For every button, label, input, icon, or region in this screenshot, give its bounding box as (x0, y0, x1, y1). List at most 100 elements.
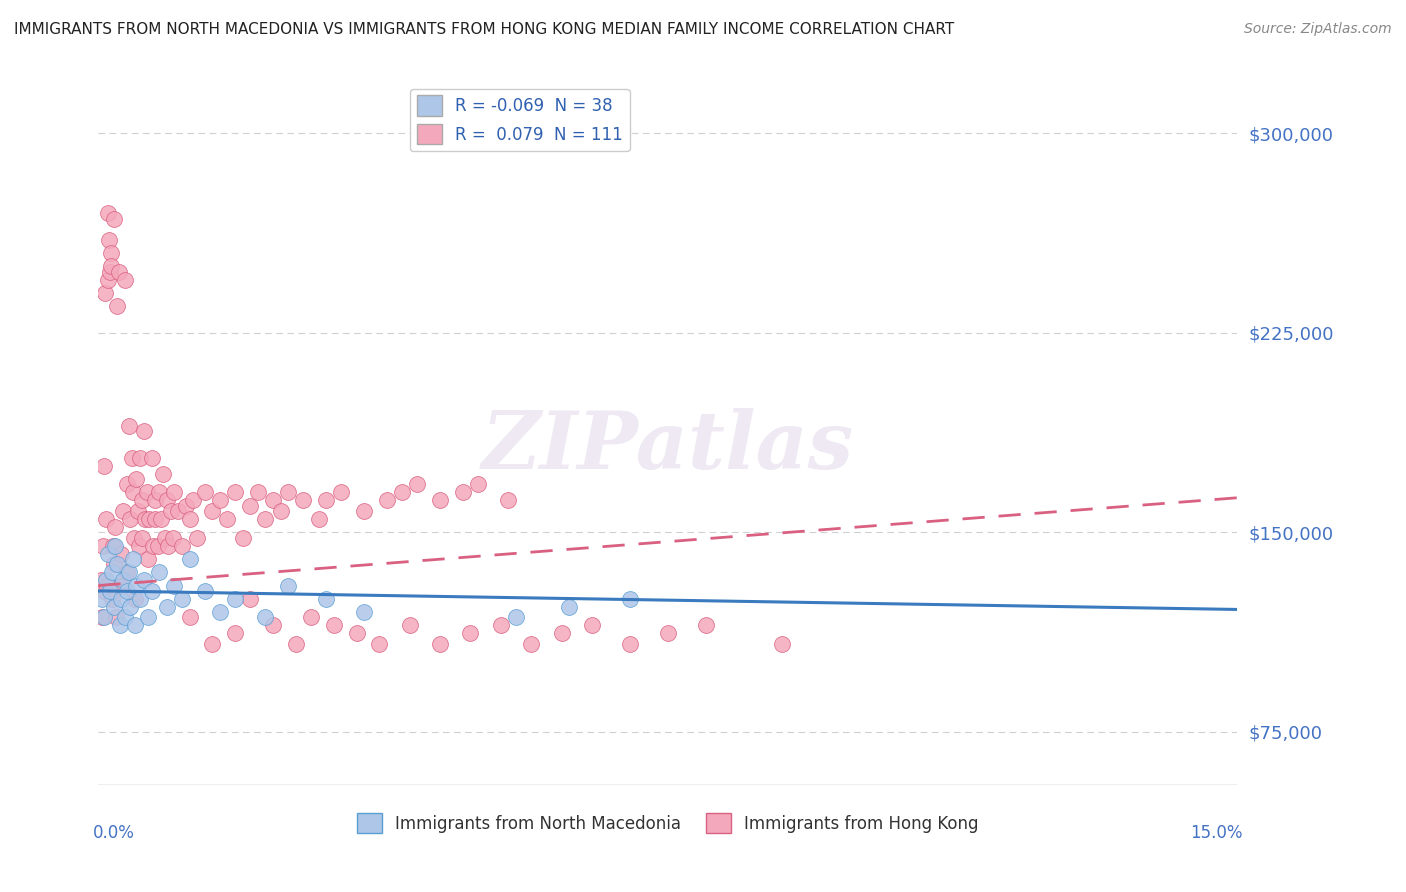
Point (460, 626, 482, 640)
Point (149, 512, 172, 526)
Point (131, 531, 153, 545)
Point (284, 637, 307, 651)
Point (148, 566, 170, 580)
Point (96, 578, 118, 592)
Point (467, 477, 489, 491)
Point (104, 520, 127, 534)
Point (498, 493, 520, 508)
Point (98, 233, 121, 247)
Point (277, 485, 299, 500)
Point (132, 425, 155, 439)
Point (94, 512, 117, 526)
Point (155, 531, 177, 545)
Point (146, 539, 169, 553)
Point (163, 485, 186, 500)
Point (239, 591, 262, 606)
Point (132, 573, 155, 587)
Point (194, 485, 217, 500)
Point (299, 610, 322, 624)
Point (107, 299, 129, 313)
Point (138, 512, 160, 526)
Point (108, 578, 131, 592)
Point (120, 599, 142, 614)
Point (142, 539, 165, 553)
Point (152, 467, 174, 481)
Point (695, 618, 717, 632)
Point (262, 493, 284, 508)
Legend: Immigrants from North Macedonia, Immigrants from Hong Kong: Immigrants from North Macedonia, Immigra… (350, 806, 986, 840)
Text: 0.0%: 0.0% (93, 823, 135, 842)
Point (121, 450, 143, 465)
Point (315, 591, 337, 606)
Point (179, 552, 201, 566)
Point (167, 504, 190, 518)
Point (91, 610, 114, 624)
Point (108, 265, 131, 279)
Point (406, 477, 429, 491)
Point (94, 573, 117, 587)
Point (520, 637, 543, 651)
Point (141, 450, 163, 465)
Point (217, 512, 239, 526)
Point (90, 573, 112, 587)
Point (201, 637, 224, 651)
Point (170, 591, 193, 606)
Point (121, 485, 143, 500)
Point (322, 618, 344, 632)
Point (429, 493, 451, 508)
Point (398, 618, 420, 632)
Point (174, 499, 197, 513)
Point (118, 566, 141, 580)
Point (115, 477, 138, 491)
Point (157, 539, 180, 553)
Point (110, 591, 132, 606)
Point (136, 485, 159, 500)
Point (232, 531, 254, 545)
Point (101, 539, 124, 553)
Point (156, 493, 179, 508)
Point (117, 583, 139, 598)
Point (208, 605, 231, 619)
Point (143, 493, 166, 508)
Point (114, 610, 136, 624)
Point (125, 578, 148, 592)
Point (429, 637, 451, 651)
Point (179, 610, 201, 624)
Point (136, 552, 159, 566)
Point (558, 599, 581, 614)
Point (262, 618, 284, 632)
Point (581, 618, 603, 632)
Text: Source: ZipAtlas.com: Source: ZipAtlas.com (1244, 22, 1392, 37)
Point (183, 493, 205, 508)
Point (159, 504, 181, 518)
Point (194, 583, 217, 598)
Point (129, 450, 152, 465)
Point (96, 547, 118, 561)
Point (170, 539, 193, 553)
Point (98, 265, 121, 279)
Text: IMMIGRANTS FROM NORTH MACEDONIA VS IMMIGRANTS FROM HONG KONG MEDIAN FAMILY INCOM: IMMIGRANTS FROM NORTH MACEDONIA VS IMMIG… (14, 22, 955, 37)
Point (124, 591, 146, 606)
Point (103, 599, 125, 614)
Point (489, 618, 512, 632)
Point (103, 558, 125, 572)
Point (148, 485, 170, 500)
Point (179, 512, 201, 526)
Point (120, 512, 142, 526)
Point (619, 637, 641, 651)
Point (254, 610, 277, 624)
Text: 15.0%: 15.0% (1191, 823, 1243, 842)
Point (97, 206, 120, 220)
Point (186, 531, 208, 545)
Point (224, 485, 246, 500)
Point (136, 610, 159, 624)
Point (270, 504, 292, 518)
Point (111, 504, 134, 518)
Point (93, 610, 115, 624)
Point (163, 578, 186, 592)
Point (93, 583, 115, 598)
Point (91, 539, 114, 553)
Point (101, 566, 124, 580)
Point (107, 558, 129, 572)
Point (129, 591, 152, 606)
